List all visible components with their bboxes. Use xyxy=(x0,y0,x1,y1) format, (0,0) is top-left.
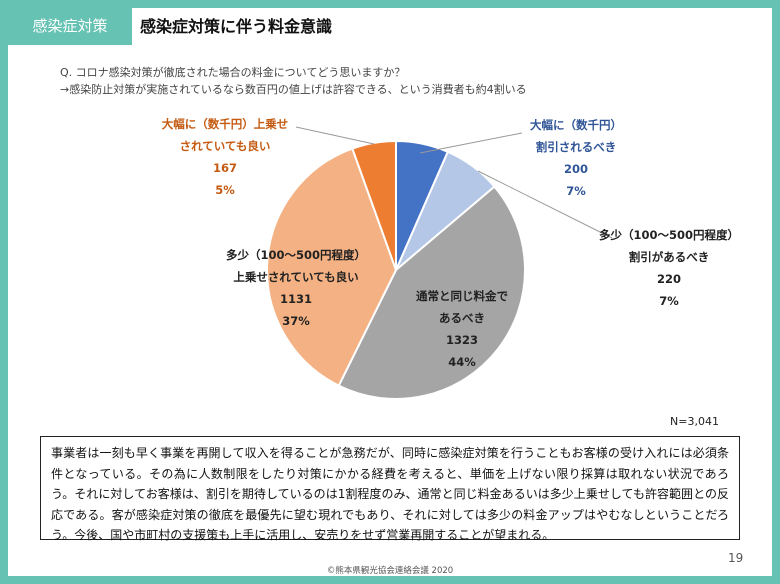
question-text: Q. コロナ感染対策が徹底された場合の料金についてどう思いますか？ →感染防止対… xyxy=(60,64,527,98)
slice-1-label-line-1: 多少（100～500円程度） xyxy=(598,228,739,242)
question-line-1: Q. コロナ感染対策が徹底された場合の料金についてどう思いますか？ xyxy=(60,66,406,79)
leader-line-1 xyxy=(477,170,613,239)
slice-label-4: 大幅に（数千円）上乗せ されていても良い 167 5% xyxy=(152,113,298,201)
page-number: 19 xyxy=(728,551,744,565)
sample-size-label: N=3,041 xyxy=(670,415,719,428)
slice-0-percent: 7% xyxy=(566,184,586,198)
slice-label-0: 大幅に（数千円） 割引されるべき 200 7% xyxy=(520,114,632,202)
slice-2-label-line-1: 通常と同じ料金で xyxy=(416,289,508,303)
slice-0-label-line-2: 割引されるべき xyxy=(535,140,617,154)
slice-4-label-line-2: されていても良い xyxy=(179,139,271,153)
copyright-notice: ©熊本県観光協会連絡会議 2020 xyxy=(326,566,454,576)
slice-2-percent: 44% xyxy=(448,355,476,369)
slice-2-count: 1323 xyxy=(445,333,478,347)
slice-3-label-line-2: 上乗せされていても良い xyxy=(233,270,359,284)
slice-1-count: 220 xyxy=(656,272,681,286)
pie-slice-2 xyxy=(337,185,526,400)
question-line-2: →感染防止対策が実施されているなら数百円の値上げは許容できる、という消費者も約4… xyxy=(60,83,527,96)
slice-3-percent: 37% xyxy=(282,314,310,328)
slice-1-label-line-2: 割引があるべき xyxy=(628,250,710,264)
leader-line-0 xyxy=(419,132,523,154)
pie-slice-3 xyxy=(266,147,398,387)
slice-3-label-line-1: 多少（100～500円程度） xyxy=(225,248,366,262)
section-tag: 感染症対策 xyxy=(8,8,132,45)
page-title: 感染症対策に伴う料金意識 xyxy=(140,17,333,36)
slice-3-count: 1131 xyxy=(279,292,312,306)
slice-4-label-line-1: 大幅に（数千円）上乗せ xyxy=(161,117,289,131)
slice-label-2: 通常と同じ料金で あるべき 1323 44% xyxy=(402,285,522,373)
commentary-box: 事業者は一刻も早く事業を再開して収入を得ることが急務だが、同時に感染症対策を行う… xyxy=(40,436,740,542)
slice-0-label-line-1: 大幅に（数千円） xyxy=(530,118,622,132)
pie-slice-4 xyxy=(351,139,397,271)
slice-label-3: 多少（100～500円程度） 上乗せされていても良い 1131 37% xyxy=(214,244,378,332)
slice-2-label-line-2: あるべき xyxy=(439,311,485,325)
slice-label-1: 多少（100～500円程度） 割引があるべき 220 7% xyxy=(594,224,744,312)
slice-4-count: 167 xyxy=(212,161,237,175)
slice-1-percent: 7% xyxy=(659,294,679,308)
leader-line-4 xyxy=(295,126,375,145)
slice-0-count: 200 xyxy=(563,162,588,176)
slice-4-percent: 5% xyxy=(215,183,235,197)
